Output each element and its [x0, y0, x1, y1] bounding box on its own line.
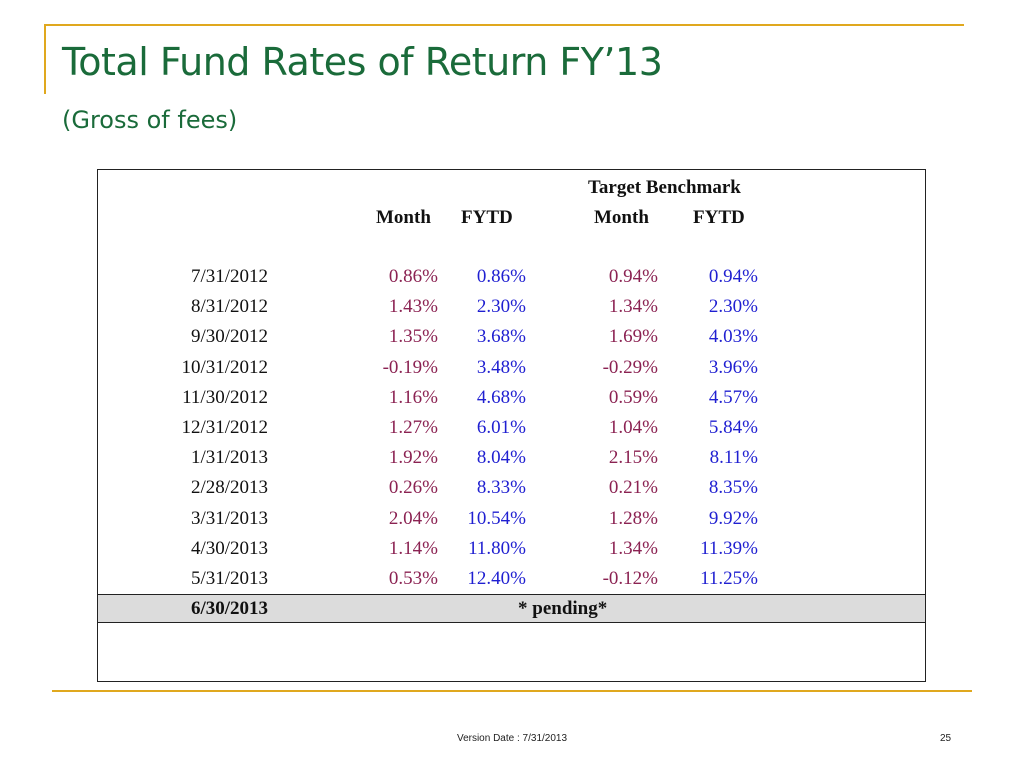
- fund-month-value: 1.14%: [388, 537, 438, 559]
- slide-subtitle: (Gross of fees): [62, 106, 238, 134]
- benchmark-fytd-value: 4.03%: [708, 326, 758, 348]
- pending-date: 6/30/2013: [190, 598, 268, 619]
- benchmark-fytd-value: 9.92%: [708, 507, 758, 529]
- row-date: 7/31/2012: [190, 266, 268, 287]
- row-date: 5/31/2013: [190, 568, 268, 589]
- fund-month-value: 0.26%: [388, 477, 438, 499]
- bottom-accent-line: [52, 690, 972, 692]
- benchmark-month-value: 1.34%: [608, 296, 658, 318]
- version-date: Version Date : 7/31/2013: [456, 733, 568, 744]
- benchmark-fytd-value: 8.11%: [709, 447, 758, 469]
- row-date: 12/31/2012: [181, 417, 268, 438]
- benchmark-fytd-value: 11.39%: [700, 537, 758, 559]
- fund-month-value: 2.04%: [388, 507, 438, 529]
- benchmark-fytd-value: 5.84%: [708, 417, 758, 438]
- fund-month-header: Month: [376, 207, 431, 228]
- fund-fytd-value: 3.48%: [476, 356, 526, 378]
- fund-month-value: 1.43%: [388, 296, 438, 318]
- benchmark-month-value: 1.04%: [608, 417, 658, 438]
- fund-month-value: 1.35%: [388, 326, 438, 348]
- fund-fytd-value: 12.40%: [467, 568, 526, 589]
- benchmark-month-value: -0.29%: [602, 356, 658, 378]
- row-date: 10/31/2012: [181, 356, 268, 378]
- fund-fytd-value: 4.68%: [476, 386, 526, 408]
- benchmark-month-value: 0.21%: [608, 477, 658, 499]
- row-date: 3/31/2013: [190, 507, 268, 529]
- benchmark-month-header: Month: [594, 207, 649, 228]
- fund-fytd-value: 8.04%: [476, 447, 526, 469]
- benchmark-fytd-value: 11.25%: [700, 568, 758, 589]
- fund-month-value: 0.86%: [388, 266, 438, 287]
- fund-month-value: 0.53%: [388, 568, 438, 589]
- top-accent-line: [44, 24, 964, 26]
- benchmark-month-value: 0.59%: [608, 386, 658, 408]
- benchmark-month-value: 1.28%: [608, 507, 658, 529]
- benchmark-month-value: 1.34%: [608, 537, 658, 559]
- fund-month-value: 1.16%: [388, 386, 438, 408]
- fund-fytd-value: 3.68%: [476, 326, 526, 348]
- row-date: 9/30/2012: [190, 326, 268, 348]
- benchmark-fytd-value: 2.30%: [708, 296, 758, 318]
- benchmark-fytd-value: 3.96%: [708, 356, 758, 378]
- fund-fytd-header: FYTD: [461, 207, 513, 228]
- pending-text: * pending*: [518, 598, 608, 619]
- row-date: 2/28/2013: [190, 477, 268, 499]
- left-accent-line: [44, 24, 46, 94]
- fund-month-value: 1.92%: [388, 447, 438, 469]
- row-date: 8/31/2012: [190, 296, 268, 318]
- benchmark-month-value: -0.12%: [602, 568, 658, 589]
- benchmark-fytd-header: FYTD: [693, 207, 745, 228]
- fund-fytd-value: 6.01%: [476, 417, 526, 438]
- benchmark-month-value: 2.15%: [608, 447, 658, 469]
- slide-title: Total Fund Rates of Return FY’13: [62, 40, 663, 84]
- benchmark-month-value: 0.94%: [608, 266, 658, 287]
- benchmark-fytd-value: 4.57%: [708, 386, 758, 408]
- page-number: 25: [940, 733, 952, 744]
- benchmark-month-value: 1.69%: [608, 326, 658, 348]
- row-date: 4/30/2013: [190, 537, 268, 559]
- fund-month-value: 1.27%: [388, 417, 438, 438]
- fund-fytd-value: 11.80%: [468, 537, 526, 559]
- fund-fytd-value: 8.33%: [476, 477, 526, 499]
- row-date: 1/31/2013: [190, 447, 268, 469]
- benchmark-fytd-value: 8.35%: [708, 477, 758, 499]
- fund-fytd-value: 0.86%: [476, 266, 526, 287]
- fund-month-value: -0.19%: [382, 356, 438, 378]
- fund-fytd-value: 10.54%: [467, 507, 526, 529]
- fund-fytd-value: 2.30%: [476, 296, 526, 318]
- benchmark-fytd-value: 0.94%: [708, 266, 758, 287]
- returns-table: Target Benchmark Month FYTD Month FYTD 7…: [97, 169, 926, 682]
- pending-row: 6/30/2013 * pending*: [98, 594, 925, 623]
- row-date: 11/30/2012: [182, 386, 268, 408]
- target-benchmark-header: Target Benchmark: [588, 177, 741, 198]
